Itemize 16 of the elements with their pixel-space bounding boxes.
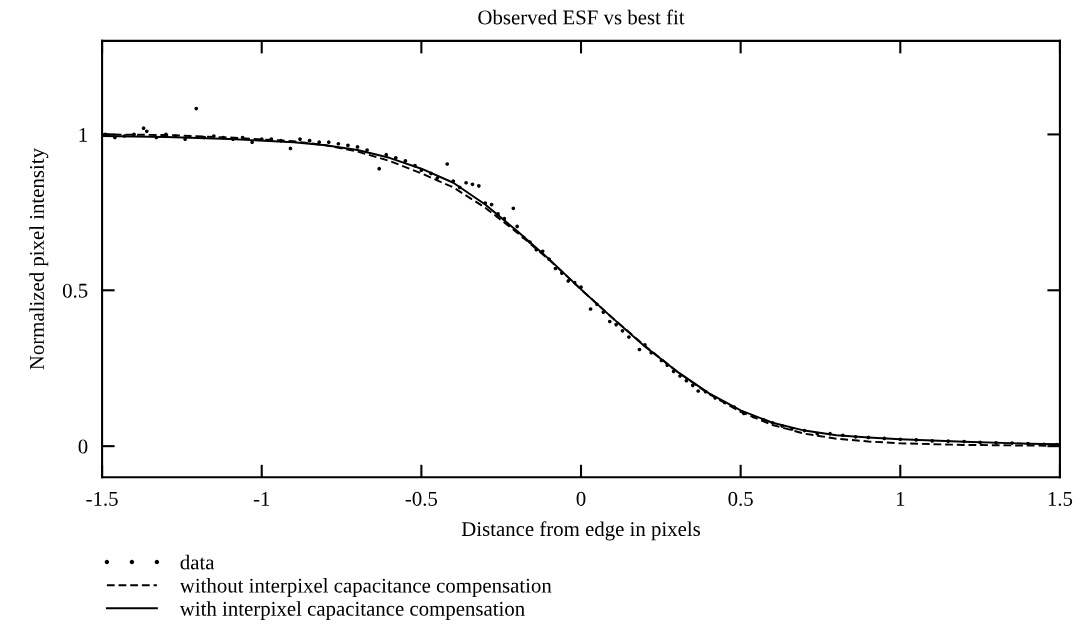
legend-label: data [180,554,215,570]
x-tick-label: 1.5 [1048,491,1073,506]
x-tick-label: 1 [896,491,905,506]
legend-label: without interpixel capacitance compensation [179,577,552,597]
x-tick-label: 0 [576,491,586,506]
x-tick-label: -1.5 [86,491,118,506]
x-tick-label: -1 [253,491,270,506]
chart-title: Observed ESF vs best fit [478,9,685,25]
x-axis-title: Distance from edge in pixels [461,521,701,541]
y-axis-title: Normalized pixel intensity [29,148,49,370]
y-tick-label: 0.5 [62,283,88,298]
legend-label: with interpixel capacitance compensation [179,601,525,621]
x-tick-label: -0.5 [405,491,438,506]
y-tick-label: 0 [78,439,88,454]
y-tick-label: 1 [79,127,87,142]
x-tick-label: 0.5 [728,491,753,506]
